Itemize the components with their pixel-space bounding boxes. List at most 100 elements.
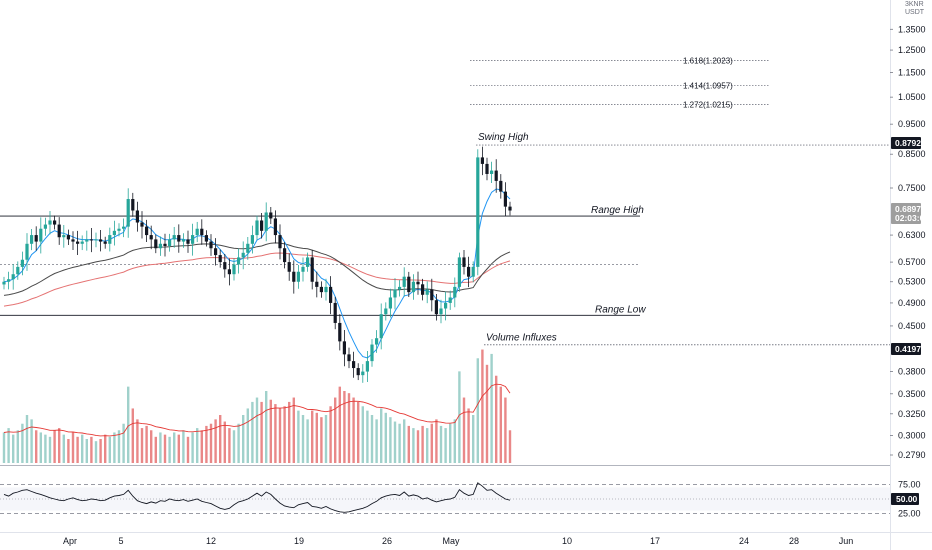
volume-bar — [232, 430, 236, 463]
candle-body — [476, 157, 480, 267]
price-badge-label: 0.6897 — [895, 204, 921, 214]
volume-bar — [35, 430, 38, 463]
volume-bar — [53, 430, 56, 463]
volume-bar — [209, 423, 213, 463]
volume-bar — [306, 419, 309, 463]
rsi-tick-label: 75.00 — [898, 480, 921, 490]
candle-body — [177, 235, 181, 242]
level-label: Range Low — [595, 304, 646, 315]
volume-bar — [361, 406, 364, 463]
candle-body — [439, 308, 443, 315]
volume-bar — [380, 408, 383, 463]
price-badge-label: 0.8792 — [895, 138, 921, 148]
volume-bar — [426, 428, 429, 463]
candle-body — [71, 239, 75, 242]
price-pane[interactable] — [0, 0, 890, 465]
pair-base-label: 3KNR — [905, 1, 924, 8]
volume-bar — [435, 419, 438, 463]
candle-body — [296, 271, 300, 282]
volume-bar — [499, 386, 502, 463]
price-axis[interactable]: 1.3500 1.2500 1.1500 1.0500 0.9500 0.8500 0.75… — [890, 24, 926, 460]
x-tick-label: May — [442, 536, 460, 546]
candle-body — [204, 235, 208, 242]
volume-bar — [352, 397, 355, 463]
volume-bar — [274, 404, 277, 463]
time-axis[interactable]: Apr 5 12 19 26 May 10 17 24 28 Jun — [63, 536, 853, 546]
candle-body — [122, 226, 126, 229]
candle-body — [209, 241, 213, 249]
fib-levels: 1.618(1.2023) 1.414(1.0957) 1.272(1.0215) — [470, 57, 770, 110]
candle-body — [131, 199, 135, 211]
candle-body — [200, 228, 204, 236]
candle-body — [80, 241, 84, 244]
volume-bar — [2, 432, 6, 463]
volume-bar — [311, 410, 314, 463]
y-tick-label: 0.3250 — [898, 409, 926, 419]
y-tick-label: 0.5300 — [898, 277, 926, 287]
candle-body — [319, 286, 323, 293]
candle-body — [154, 239, 158, 249]
candle-body — [356, 368, 360, 376]
volume-bar — [168, 436, 171, 463]
candle-body — [145, 226, 149, 236]
candle-body — [126, 199, 130, 227]
candle-body — [117, 228, 121, 231]
volume-bar — [71, 432, 75, 463]
volume-bar — [228, 428, 231, 463]
candle-body — [324, 286, 328, 293]
candle-body — [241, 252, 245, 258]
y-tick-label: 0.6300 — [898, 230, 926, 240]
volume-bar — [269, 399, 272, 463]
volume-bar — [288, 401, 291, 463]
x-tick-label: Jun — [839, 536, 854, 546]
candle-body — [94, 239, 98, 241]
rsi-badge-label: 50.00 — [896, 494, 918, 504]
candle-body — [411, 281, 415, 293]
volume-bar — [453, 419, 456, 463]
candle-body — [398, 286, 402, 290]
candle-body — [365, 361, 369, 372]
volume-bar — [246, 408, 249, 463]
candle-body — [246, 243, 250, 253]
x-tick-label: 26 — [382, 536, 392, 546]
candle-body — [191, 235, 195, 244]
candle-body — [416, 281, 420, 285]
volume-bar — [251, 401, 254, 463]
candle-body — [53, 220, 57, 225]
level-label: Range High — [591, 205, 644, 216]
price-badge — [891, 137, 921, 149]
volume-bar — [159, 432, 162, 463]
volume-bar — [117, 430, 121, 463]
candle-body — [508, 206, 512, 211]
volume-bar — [30, 419, 33, 463]
candle-body — [76, 241, 80, 244]
volume-bar — [7, 428, 10, 463]
volume-bar — [205, 425, 208, 463]
candles — [2, 146, 512, 383]
candle-body — [255, 220, 259, 236]
volume-bar — [44, 434, 47, 463]
x-tick-label: 24 — [739, 536, 749, 546]
volume-bar — [347, 393, 351, 463]
volume-bar — [508, 430, 512, 463]
y-tick-label: 0.4900 — [898, 298, 926, 308]
volume-bar — [495, 375, 498, 463]
candle-body — [135, 210, 139, 223]
candle-body — [453, 286, 457, 298]
candle-body — [388, 297, 392, 309]
level-label: Volume Influxes — [486, 333, 557, 344]
volume-bar — [214, 419, 217, 463]
candle-body — [342, 341, 346, 355]
volume-ma-line — [3, 383, 511, 437]
y-tick-label: 0.4500 — [898, 321, 926, 331]
volume-bar — [375, 419, 378, 463]
volume-bar — [504, 397, 507, 463]
volume-bar — [173, 432, 176, 463]
candle-body — [384, 308, 388, 315]
x-tick-label: Apr — [63, 536, 77, 546]
ma-slow-line — [3, 242, 511, 296]
x-tick-label: 19 — [294, 536, 304, 546]
candle-body — [338, 322, 342, 342]
pair-quote-label: USDT — [905, 9, 925, 16]
